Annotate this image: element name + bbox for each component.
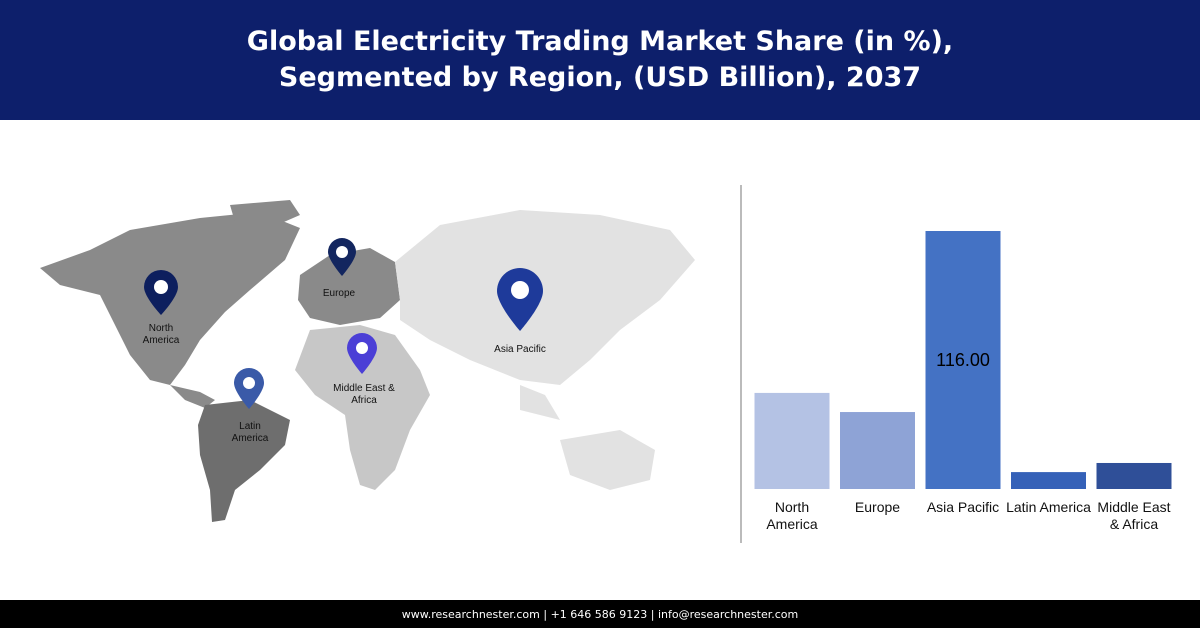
x-tick-label: Latin America: [1006, 499, 1091, 515]
map-label: Asia Pacific: [494, 344, 546, 355]
bar-chart: [754, 231, 1172, 489]
map-label: America: [232, 433, 269, 444]
x-tick-label: Middle East & Africa: [1097, 499, 1171, 532]
x-tick-label: Europe: [854, 499, 901, 515]
x-tick-label: Asia Pacific: [926, 499, 1000, 515]
map-label: Latin: [239, 421, 261, 432]
bar: [840, 412, 915, 489]
map-and-chart: North America Europe Asia Pacific Middle…: [40, 185, 1172, 543]
map-pins: [144, 238, 543, 409]
bar: [925, 231, 1001, 489]
header: Global Electricity Trading Market Share …: [0, 0, 1200, 120]
bar: [1011, 472, 1086, 489]
map-label: Europe: [323, 288, 356, 299]
bar: [754, 392, 830, 489]
x-tick-label: North America: [766, 499, 818, 532]
map-label: America: [143, 335, 180, 346]
value-label: 116.00: [936, 350, 990, 370]
map-label: Africa: [351, 395, 377, 406]
map-label: North: [149, 323, 173, 334]
bar: [1096, 462, 1172, 489]
footer: www.researchnester.com | +1 646 586 9123…: [0, 600, 1200, 628]
world-map: [40, 200, 695, 522]
map-label: Middle East &: [333, 383, 395, 394]
chart-title: Global Electricity Trading Market Share …: [246, 26, 954, 93]
